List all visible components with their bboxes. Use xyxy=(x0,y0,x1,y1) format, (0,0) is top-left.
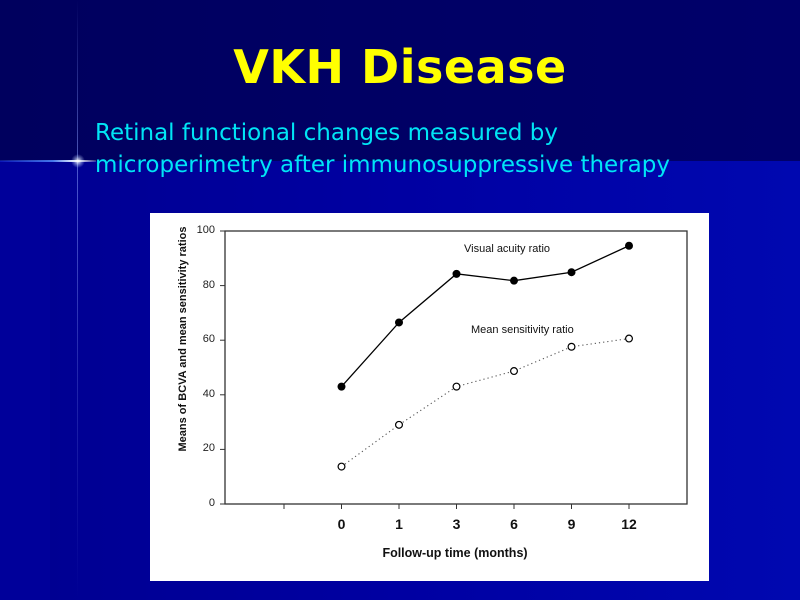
y-tick-label: 80 xyxy=(202,278,215,291)
data-point xyxy=(337,462,346,471)
data-point xyxy=(567,342,576,351)
visual-acuity-label: Visual acuity ratio xyxy=(464,243,551,255)
mean-sensitivity-label: Mean sensitivity ratio xyxy=(471,324,574,336)
data-point xyxy=(337,382,346,391)
series-line xyxy=(341,338,630,468)
y-tick-label: 0 xyxy=(208,497,215,509)
x-tick-label: 3 xyxy=(452,516,461,532)
decorative-star-glow xyxy=(71,154,85,168)
data-point xyxy=(625,241,634,250)
series-line xyxy=(341,245,630,388)
data-point xyxy=(395,318,404,327)
data-point xyxy=(510,367,519,376)
x-tick-label: 0 xyxy=(337,516,346,532)
y-tick-label: 40 xyxy=(202,387,215,400)
data-point xyxy=(452,269,461,278)
background-top xyxy=(0,0,800,161)
x-tick-label: 6 xyxy=(510,516,518,532)
data-point xyxy=(625,334,634,343)
line-chart xyxy=(220,230,688,509)
data-point xyxy=(567,268,576,277)
y-tick-label: 60 xyxy=(202,333,215,346)
decorative-horizontal-line xyxy=(0,160,96,162)
background-left-column xyxy=(0,161,50,600)
slide-title: VKH Disease xyxy=(233,40,567,94)
data-point xyxy=(452,382,461,391)
chart-panel: Means of BCVA and mean sensitivity ratio… xyxy=(150,213,709,581)
x-axis-label: Follow-up time (months) xyxy=(382,546,528,560)
y-tick-label: 20 xyxy=(202,442,215,455)
data-point xyxy=(510,276,519,285)
x-tick-label: 12 xyxy=(621,516,637,532)
x-tick-label: 9 xyxy=(567,516,576,532)
slide-subtitle: Retinal functional changes measured by m… xyxy=(95,120,670,178)
y-tick-label: 100 xyxy=(196,224,215,236)
decorative-vertical-line xyxy=(77,0,78,600)
data-point xyxy=(395,420,404,429)
x-tick-label: 1 xyxy=(395,516,403,532)
